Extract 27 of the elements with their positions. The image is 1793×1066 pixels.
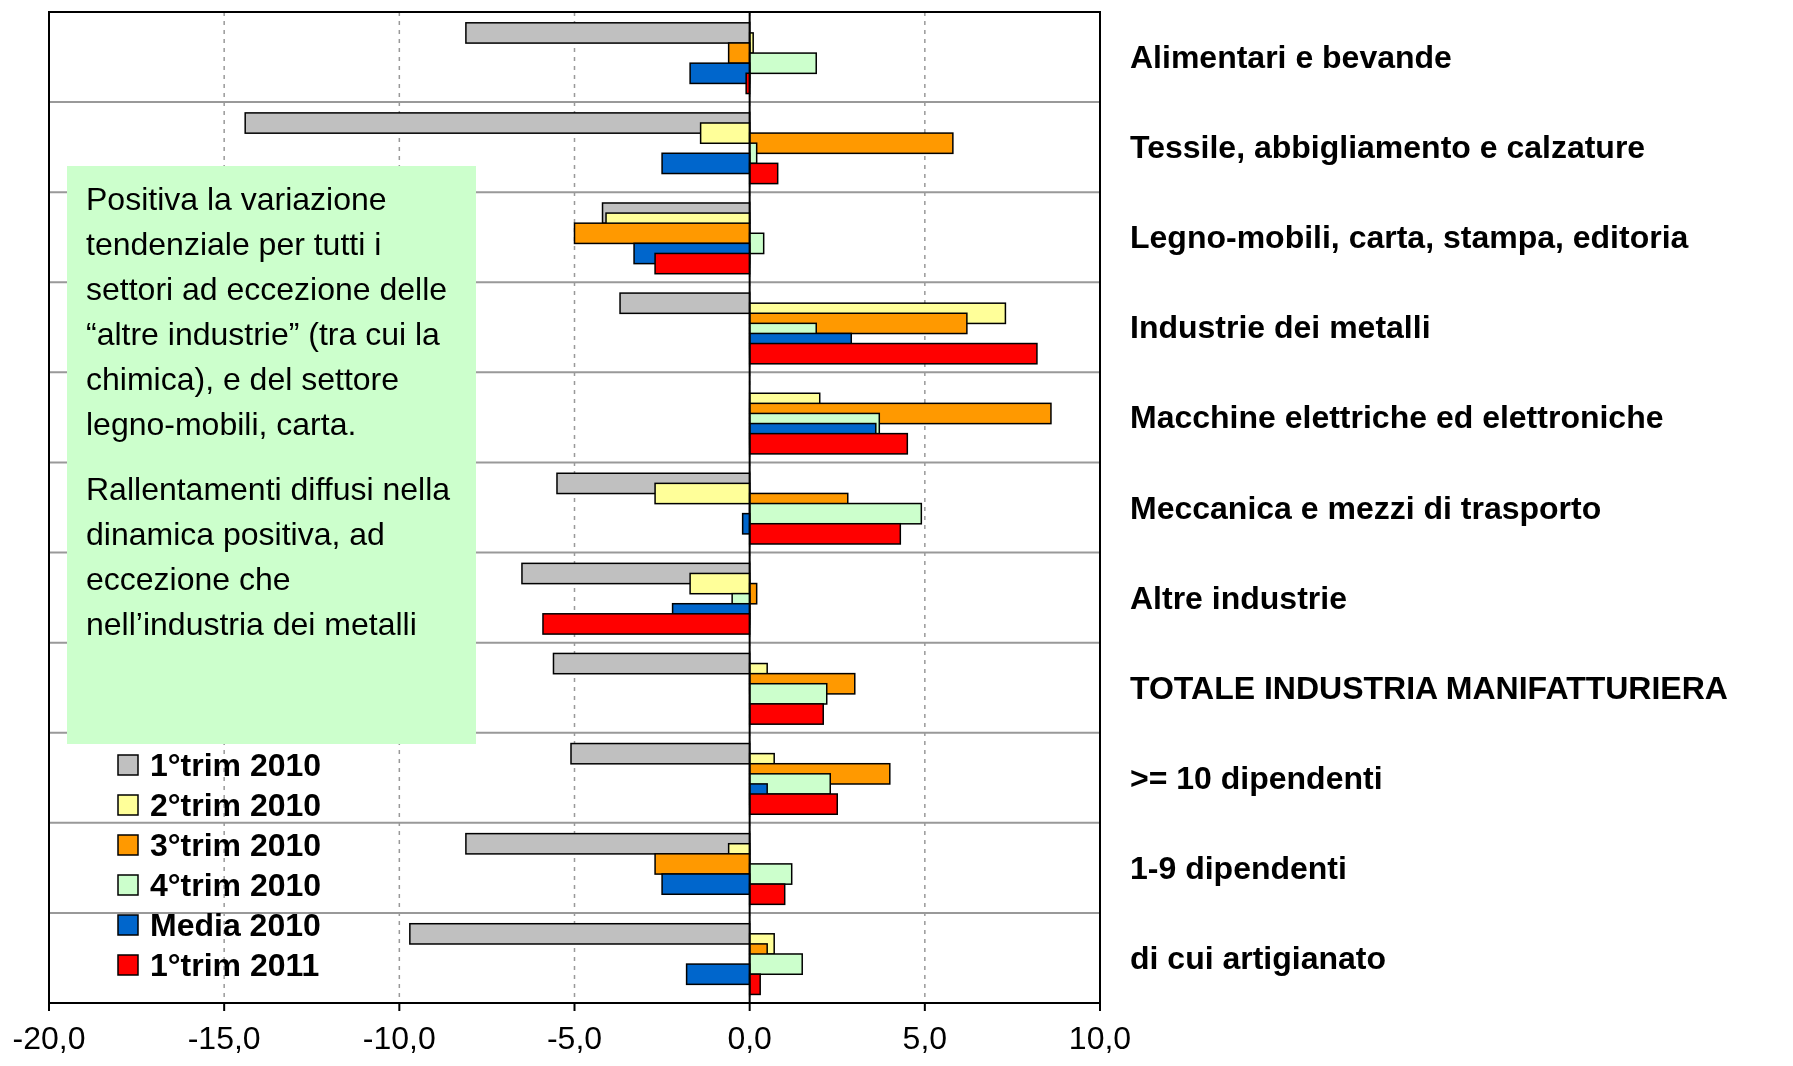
y-tick-label: TOTALE INDUSTRIA MANIFATTURIERA: [1130, 669, 1728, 706]
legend-label: 4°trim 2010: [150, 867, 322, 903]
y-tick-label: Macchine elettriche ed elettroniche: [1130, 399, 1664, 436]
legend-label: 2°trim 2010: [150, 787, 322, 823]
y-tick-label: Legno-mobili, carta, stampa, editoria: [1130, 219, 1689, 256]
y-tick-label: di cui artigianato: [1130, 939, 1387, 976]
annotation: Rallentamenti diffusi nella dinamica positiva, ad eccezione che nell’industria dei metalli: [86, 471, 451, 642]
note-box: Positiva la variazione tendenziale per tutti i settori ad eccezione delle “altre industrie” (tra cui la chimica), e del settore legno-mobili, carta. Rallentamenti diffusi nella dinamica positiva, ad eccezione che nell’industria dei metalli: [67, 166, 476, 744]
legend-label: 3°trim 2010: [150, 827, 322, 863]
y-tick-label: Industrie dei metalli: [1130, 309, 1431, 346]
annotation: Positiva la variazione tendenziale per tutti i settori ad eccezione delle “altre industrie” (tra cui la chimica), e del settore legno-mobili, carta.: [86, 181, 448, 442]
x-tick-label: -20,0: [12, 1020, 86, 1056]
x-tick-label: 5,0: [902, 1020, 948, 1056]
y-tick-label: Alimentari e bevande: [1130, 39, 1452, 76]
x-tick-label: -5,0: [546, 1020, 603, 1056]
x-tick-label: 10,0: [1068, 1020, 1132, 1056]
legend-label: 1°trim 2010: [150, 747, 322, 783]
y-tick-label: Altre industrie: [1130, 579, 1347, 616]
y-tick-label: Tessile, abbigliamento e calzature: [1130, 129, 1646, 166]
x-tick-label: 0,0: [727, 1020, 772, 1056]
legend-label: Media 2010: [150, 907, 321, 943]
y-tick-label: >= 10 dipendenti: [1130, 759, 1383, 796]
legend-label: 1°trim 2011: [150, 947, 320, 983]
y-tick-label: 1-9 dipendenti: [1130, 849, 1347, 886]
x-tick-label: -15,0: [187, 1020, 261, 1056]
x-tick-label: -10,0: [362, 1020, 436, 1056]
y-tick-label: Meccanica e mezzi di trasporto: [1130, 489, 1602, 526]
